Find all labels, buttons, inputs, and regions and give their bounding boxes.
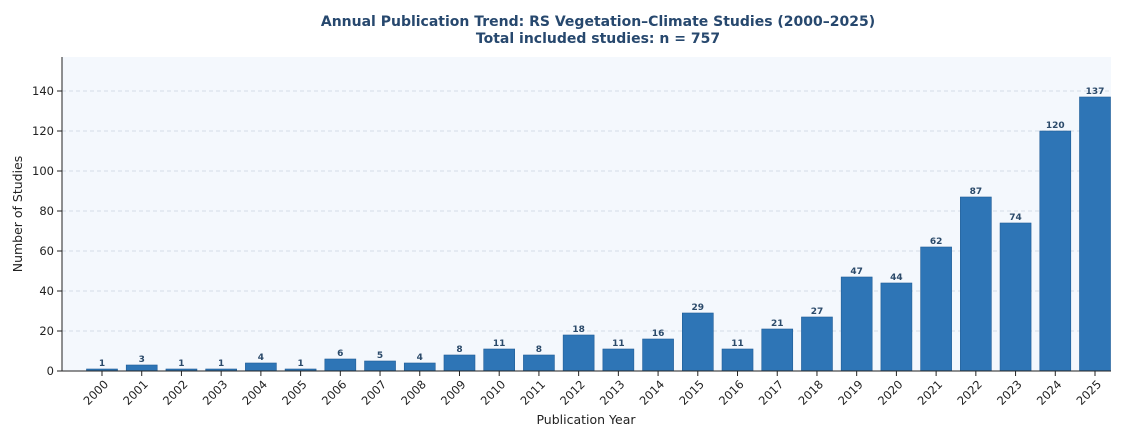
x-tick-label-2006: 2006 [319, 377, 350, 408]
x-tick-label-2005: 2005 [279, 377, 310, 408]
bar-2025 [1079, 96, 1111, 372]
bar-value-label-2024: 120 [1046, 121, 1065, 131]
y-tick-label: 20 [39, 324, 54, 338]
x-tick-label-2016: 2016 [716, 377, 747, 408]
bar-2010 [483, 348, 516, 372]
bar-value-label-2006: 6 [337, 349, 343, 359]
y-tick-label: 140 [32, 84, 54, 98]
x-tick-label-2015: 2015 [676, 377, 707, 408]
bar-2011 [523, 354, 555, 372]
x-tick-label-2004: 2004 [239, 377, 270, 408]
bar-2019 [840, 276, 873, 372]
chart-title: Annual Publication Trend: RS Vegetation–… [321, 14, 875, 30]
bar-2021 [920, 246, 952, 372]
x-tick-label-2014: 2014 [637, 377, 668, 408]
bar-2022 [960, 196, 992, 372]
x-tick-label-2023: 2023 [994, 377, 1025, 408]
bar-2024 [1039, 130, 1072, 372]
bar-value-label-2005: 1 [297, 359, 303, 369]
bar-2008 [403, 362, 436, 372]
bar-value-label-2020: 44 [890, 273, 903, 283]
x-tick-label-2018: 2018 [795, 377, 826, 408]
x-tick-label-2020: 2020 [875, 377, 906, 408]
bar-2006 [324, 358, 357, 372]
bar-value-label-2002: 1 [178, 359, 184, 369]
y-tick-label: 40 [39, 284, 54, 298]
x-tick-label-2019: 2019 [835, 377, 866, 408]
y-tick-label: 80 [39, 204, 54, 218]
bar-value-label-2015: 29 [692, 303, 705, 313]
bar-value-label-2019: 47 [850, 267, 863, 277]
x-tick-label-2010: 2010 [478, 377, 509, 408]
bar-2017 [761, 328, 794, 372]
bar-2013 [602, 348, 635, 372]
x-tick-label-2017: 2017 [756, 377, 787, 408]
bar-value-label-2017: 21 [771, 319, 784, 329]
bar-value-label-2023: 74 [1009, 213, 1022, 223]
x-tick-label-2024: 2024 [1034, 377, 1065, 408]
bar-value-label-2003: 1 [218, 359, 224, 369]
bar-2001 [125, 364, 158, 372]
x-tick-label-2002: 2002 [160, 377, 191, 408]
x-tick-label-2025: 2025 [1074, 377, 1105, 408]
x-tick-label-2001: 2001 [120, 377, 151, 408]
bar-value-label-2021: 62 [930, 237, 943, 247]
plot-background [62, 57, 1111, 371]
bar-value-label-2004: 4 [258, 353, 264, 363]
bar-value-label-2016: 11 [731, 339, 744, 349]
x-tick-label-2011: 2011 [517, 377, 548, 408]
x-tick-label-2007: 2007 [359, 377, 390, 408]
bar-2012 [562, 334, 595, 372]
x-axis-label: Publication Year [536, 412, 636, 427]
bar-value-label-2007: 5 [377, 351, 383, 361]
x-tick-label-2022: 2022 [954, 377, 985, 408]
bar-2014 [642, 338, 674, 372]
bar-2020 [880, 282, 913, 372]
bar-value-label-2009: 8 [456, 345, 462, 355]
bar-value-label-2001: 3 [139, 355, 145, 365]
x-tick-label-2009: 2009 [438, 377, 469, 408]
bar-2018 [801, 316, 833, 372]
chart-subtitle: Total included studies: n = 757 [476, 31, 720, 47]
bar-2023 [999, 222, 1032, 372]
bar-2015 [681, 312, 714, 372]
bar-2009 [443, 354, 476, 372]
x-tick-label-2000: 2000 [81, 377, 112, 408]
y-axis-label: Number of Studies [10, 156, 25, 273]
bar-value-label-2012: 18 [572, 325, 585, 335]
bar-2004 [245, 362, 277, 372]
x-tick-label-2012: 2012 [557, 377, 588, 408]
x-tick-label-2008: 2008 [398, 377, 429, 408]
y-tick-label: 0 [47, 364, 54, 378]
bar-value-label-2022: 87 [970, 187, 983, 197]
bar-value-label-2014: 16 [652, 329, 665, 339]
bar-value-label-2013: 11 [612, 339, 625, 349]
y-tick-label: 60 [39, 244, 54, 258]
bar-2016 [721, 348, 754, 372]
y-tick-label: 100 [32, 164, 54, 178]
x-tick-label-2021: 2021 [915, 377, 946, 408]
bar-value-label-2000: 1 [99, 359, 105, 369]
y-tick-label: 120 [32, 124, 54, 138]
bar-value-label-2018: 27 [811, 307, 824, 317]
x-tick-label-2013: 2013 [597, 377, 628, 408]
bar-2007 [364, 360, 396, 372]
bar-value-label-2025: 137 [1086, 87, 1105, 97]
bar-value-label-2010: 11 [493, 339, 506, 349]
bar-value-label-2008: 4 [417, 353, 423, 363]
x-tick-label-2003: 2003 [200, 377, 231, 408]
bar-value-label-2011: 8 [536, 345, 542, 355]
